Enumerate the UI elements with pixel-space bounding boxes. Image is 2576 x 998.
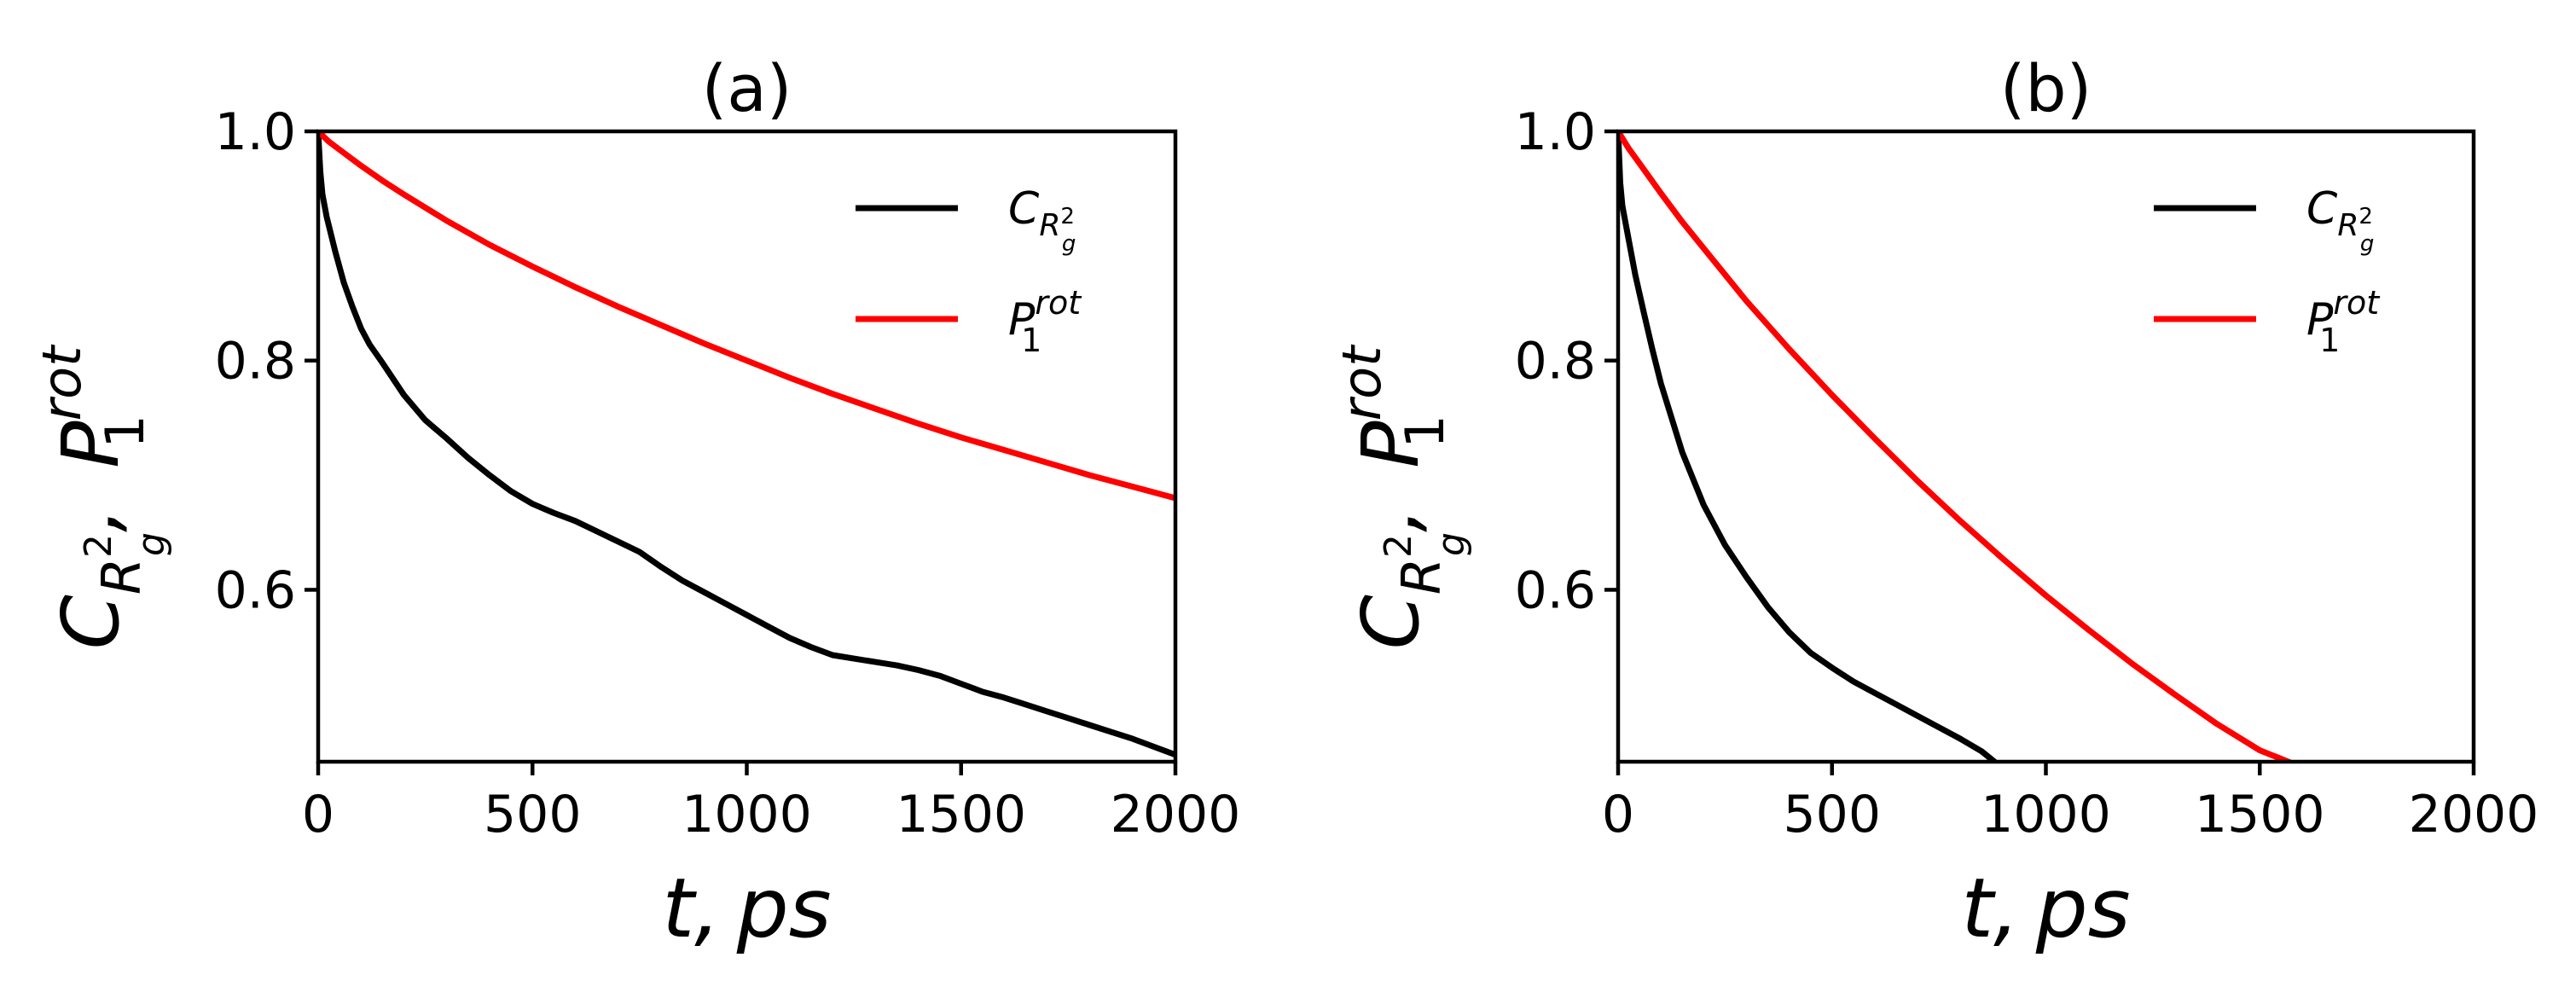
y-tick-label: 0.6 — [215, 560, 296, 620]
x-tick-label: 0 — [302, 785, 334, 844]
y-axis-label: CR2 g, Prot1 — [1331, 344, 1473, 649]
y-tick-label: 1.0 — [215, 102, 296, 162]
x-tick-label: 1500 — [2195, 785, 2325, 844]
series-group — [1618, 131, 2296, 762]
x-tick-label: 2000 — [1111, 785, 1241, 844]
x-tick-label: 1000 — [1981, 785, 2111, 844]
x-tick-label: 500 — [1783, 785, 1881, 844]
legend-label-p1-rot: Prot 1 — [1008, 284, 1082, 359]
panel-title: (b) — [2000, 50, 2092, 126]
x-tick-label: 0 — [1602, 785, 1634, 844]
series-p1-rot-line — [318, 131, 1175, 502]
y-tick-label: 1.0 — [1515, 102, 1596, 162]
x-tick-label: 1000 — [682, 785, 812, 844]
x-tick-label: 1500 — [896, 785, 1026, 844]
x-tick-label: 500 — [484, 785, 582, 844]
series-p1-rot-line — [1618, 131, 2296, 762]
x-axis-label: t, ps — [1961, 861, 2130, 956]
panel-title: (a) — [702, 50, 792, 126]
legend-label-c-rg2: CR2 g — [2306, 183, 2374, 257]
y-tick-label: 0.8 — [215, 332, 296, 392]
y-axis-label: CR2 g, Prot1 — [31, 344, 173, 649]
legend-label-p1-rot: Prot 1 — [2306, 284, 2381, 359]
y-tick-label: 0.8 — [1515, 332, 1596, 392]
series-c-rg2-line — [1618, 131, 1998, 762]
panel-a: 0 500 1000 1500 2000 0.6 0.8 1.0 (a) t, ps CR2 g, P… — [31, 50, 1240, 956]
panels: 0 500 1000 1500 2000 0.6 0.8 1.0 (a) t, ps CR2 g, P… — [31, 50, 2538, 956]
legend-label-c-rg2: CR2 g — [1008, 183, 1076, 257]
y-tick-label: 0.6 — [1515, 560, 1596, 620]
series-group — [318, 131, 1175, 758]
series-c-rg2-line — [318, 131, 1175, 758]
panel-b: 0 500 1000 1500 2000 0.6 0.8 1.0 (b) t, ps CR2 g, P… — [1331, 50, 2538, 956]
x-axis-label: t, ps — [662, 861, 831, 956]
x-tick-label: 2000 — [2409, 785, 2539, 844]
